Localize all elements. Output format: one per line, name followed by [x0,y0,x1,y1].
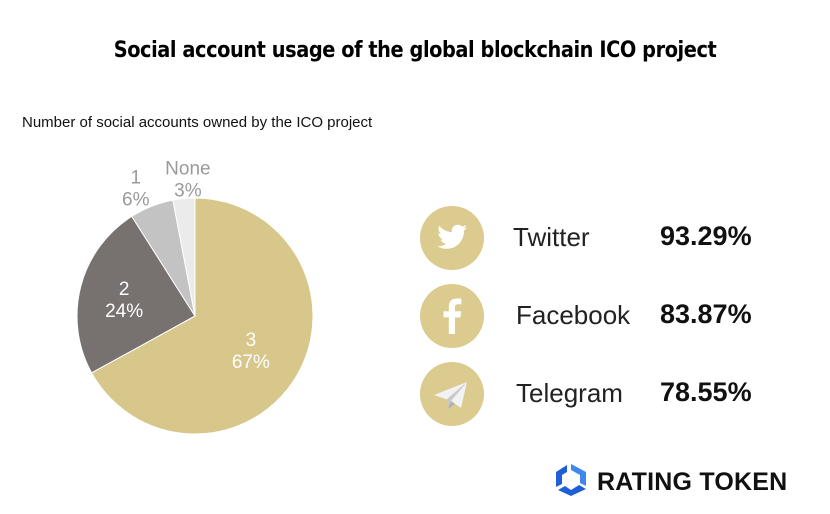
facebook-icon [420,284,484,348]
social-value: 83.87% [660,299,752,329]
pie-slice-none [172,197,196,317]
telegram-icon [420,362,484,426]
social-row-facebook: Facebook 83.87% [420,284,800,348]
chart-title: Social account usage of the global block… [113,38,717,63]
slice-category-label: 2 [119,279,130,300]
brand-name: RATING TOKEN [597,468,788,496]
twitter-icon [420,206,484,270]
slice-percent-label: 67% [232,352,270,373]
brand: RATING TOKEN [553,460,823,500]
rating-token-logo-icon [556,464,586,496]
social-value: 78.55% [660,377,752,407]
slice-category-label: 3 [246,330,257,351]
chart-subtitle: Number of social accounts owned by the I… [22,114,373,131]
slice-category-label: None [165,158,210,179]
social-name: Facebook [516,300,631,330]
slice-percent-label: 3% [174,180,202,201]
social-value: 93.29% [660,221,752,251]
slice-percent-label: 6% [122,190,150,211]
pie-slice-3 [90,197,314,435]
social-name: Twitter [513,222,590,252]
pie-slice-2 [76,215,196,374]
social-row-telegram: Telegram 78.55% [420,362,800,426]
social-name: Telegram [516,378,623,408]
slice-category-label: 1 [130,168,141,189]
slice-percent-label: 24% [105,301,143,322]
social-row-twitter: Twitter 93.29% [420,206,800,270]
